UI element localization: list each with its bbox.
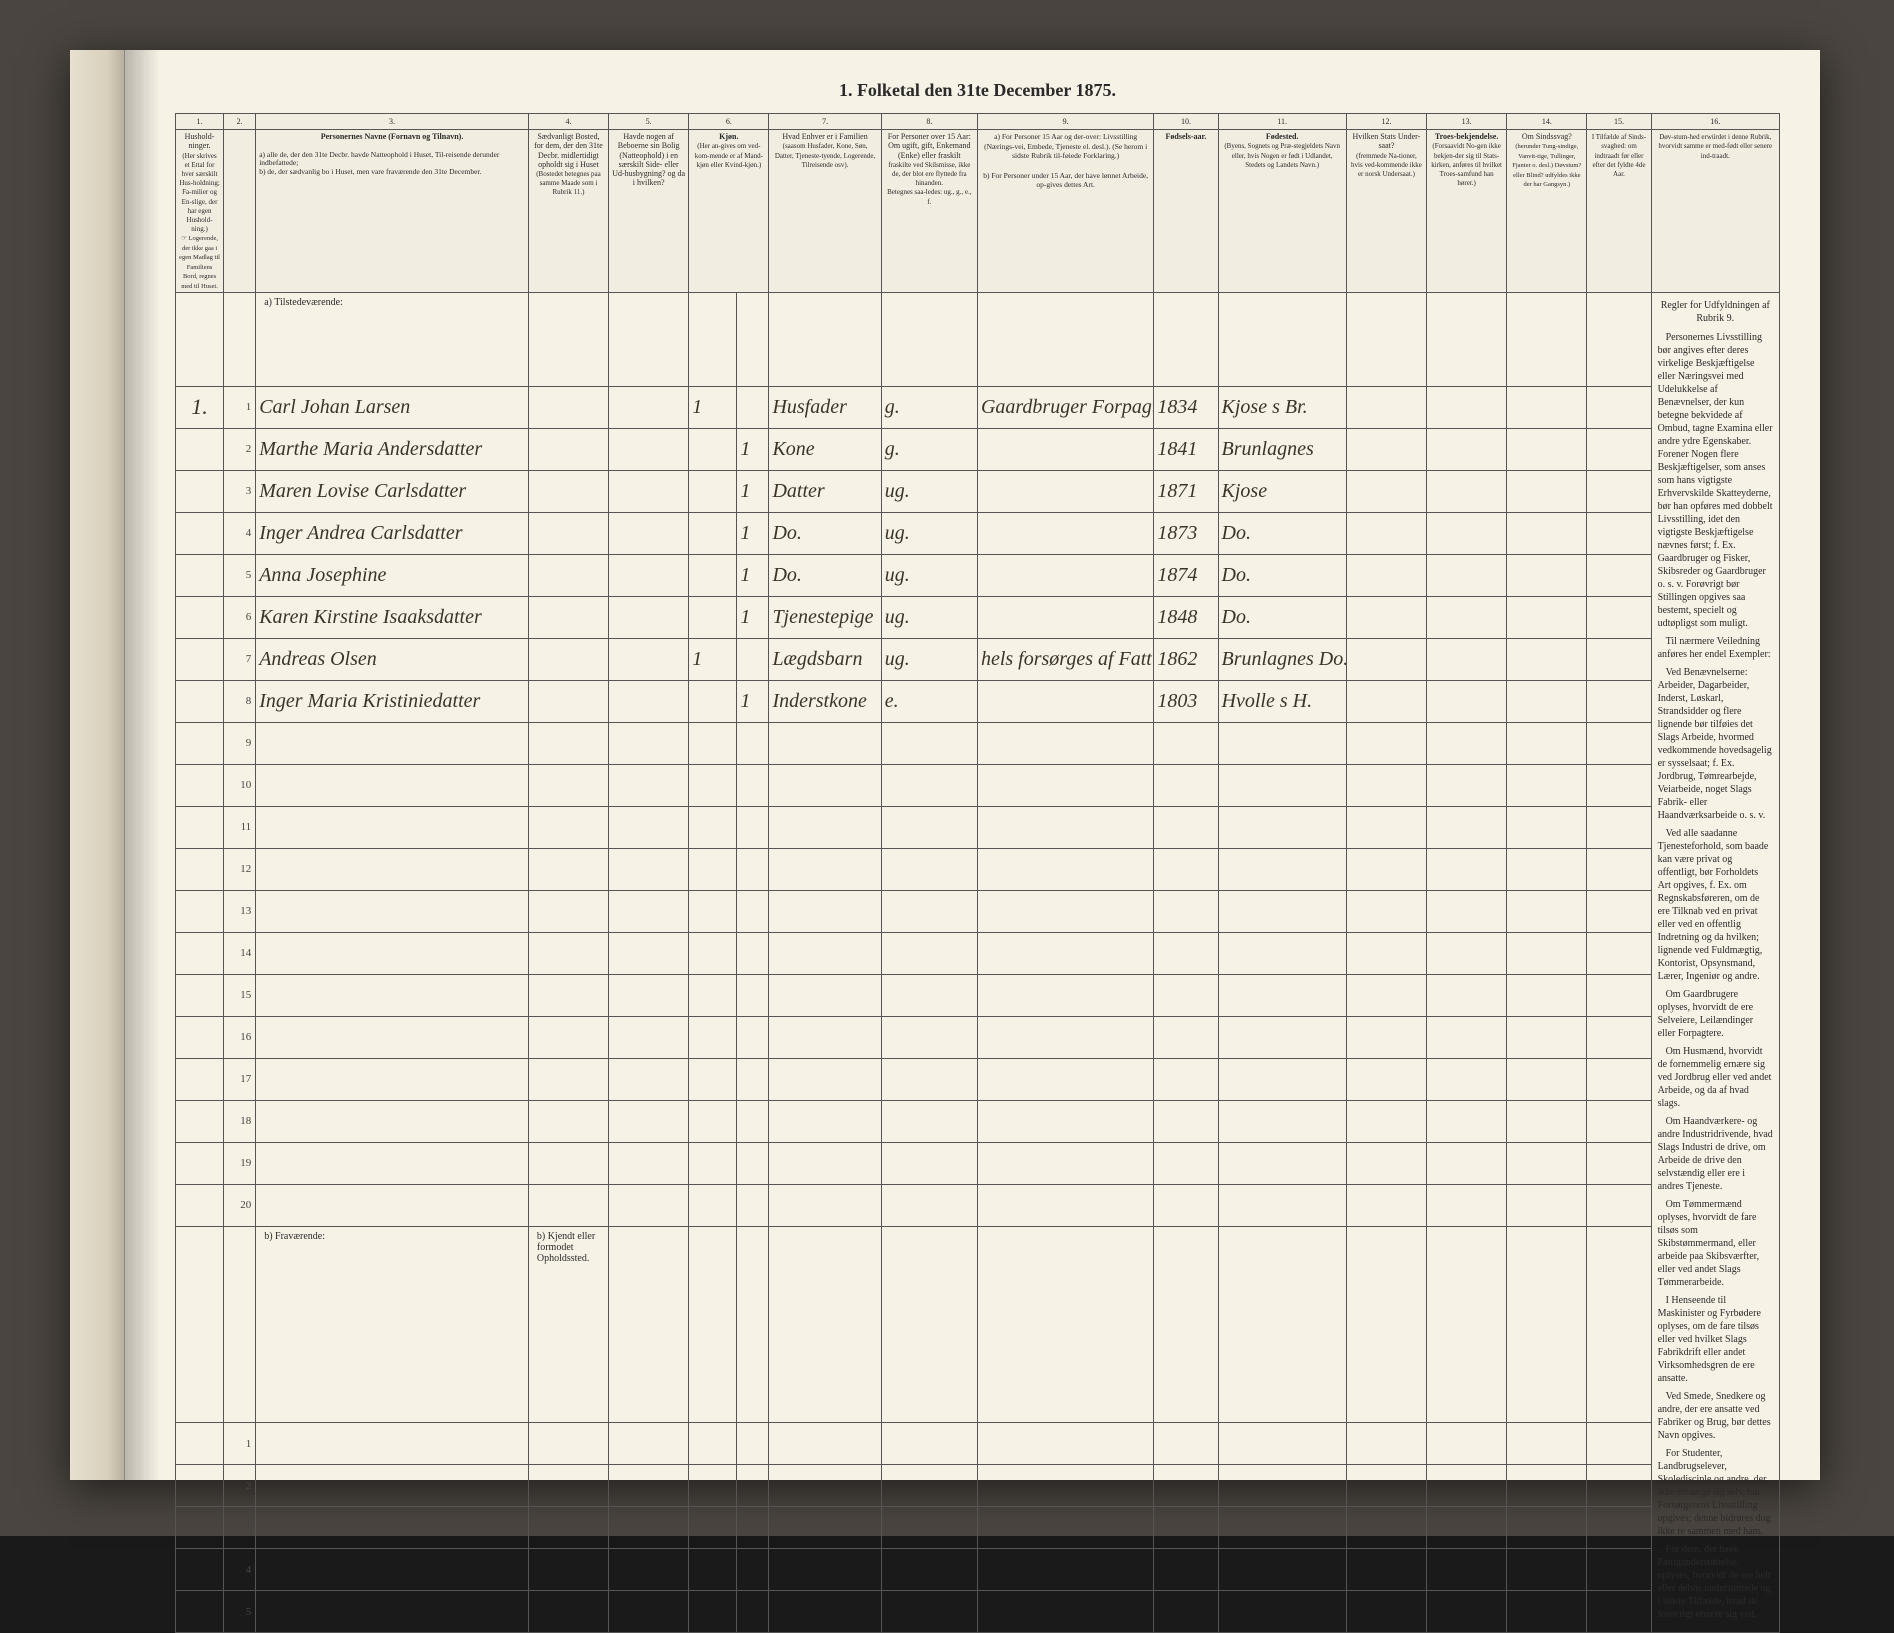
table-row: 20 bbox=[176, 1184, 1780, 1226]
table-row: 2Marthe Maria Andersdatter1Koneg.1841Bru… bbox=[176, 428, 1780, 470]
table-row: 13 bbox=[176, 890, 1780, 932]
table-row: 14 bbox=[176, 932, 1780, 974]
rules-column: Regler for Udfyldningen af Rubrik 9.Pers… bbox=[1651, 293, 1779, 1633]
spine-shadow bbox=[125, 50, 160, 1480]
census-table: 1.2.3.4.5.6.7.8.9.10.11.12.13.14.15.16. … bbox=[175, 113, 1780, 1633]
table-row: 18 bbox=[176, 1100, 1780, 1142]
table-row: 4Inger Andrea Carlsdatter1Do.ug.1873Do. bbox=[176, 512, 1780, 554]
section-absent: b) Fraværende:b) Kjendt eller formodet O… bbox=[176, 1226, 1780, 1422]
table-row: 10 bbox=[176, 764, 1780, 806]
open-book: 1. Folketal den 31te December 1875. 1.2.… bbox=[70, 50, 1820, 1480]
page-title: 1. Folketal den 31te December 1875. bbox=[175, 80, 1780, 101]
table-row: 6Karen Kirstine Isaaksdatter1Tjenestepig… bbox=[176, 596, 1780, 638]
table-row: 1 bbox=[176, 1423, 1780, 1465]
left-page-edge bbox=[70, 50, 125, 1480]
column-number-row: 1.2.3.4.5.6.7.8.9.10.11.12.13.14.15.16. bbox=[176, 114, 1780, 130]
census-page: 1. Folketal den 31te December 1875. 1.2.… bbox=[125, 50, 1820, 1480]
table-row: 15 bbox=[176, 974, 1780, 1016]
table-row: 5Anna Josephine1Do.ug.1874Do. bbox=[176, 554, 1780, 596]
section-present: a) Tilstedeværende:Regler for Udfyldning… bbox=[176, 293, 1780, 387]
table-body: a) Tilstedeværende:Regler for Udfyldning… bbox=[176, 293, 1780, 1633]
table-row: 1.1Carl Johan Larsen1Husfaderg.Gaardbrug… bbox=[176, 386, 1780, 428]
table-row: 3Maren Lovise Carlsdatter1Datterug.1871K… bbox=[176, 470, 1780, 512]
table-row: 9 bbox=[176, 722, 1780, 764]
table-row: 5 bbox=[176, 1591, 1780, 1633]
table-row: 16 bbox=[176, 1016, 1780, 1058]
table-row: 17 bbox=[176, 1058, 1780, 1100]
table-row: 3 bbox=[176, 1507, 1780, 1549]
table-row: 8Inger Maria Kristiniedatter1Inderstkone… bbox=[176, 680, 1780, 722]
table-row: 19 bbox=[176, 1142, 1780, 1184]
table-row: 2 bbox=[176, 1465, 1780, 1507]
column-header-row: Hushold-ninger.(Her skrives et Ettal for… bbox=[176, 130, 1780, 293]
table-row: 12 bbox=[176, 848, 1780, 890]
table-row: 4 bbox=[176, 1549, 1780, 1591]
table-row: 7Andreas Olsen1Lægdsbarnug.hels forsørge… bbox=[176, 638, 1780, 680]
table-row: 11 bbox=[176, 806, 1780, 848]
desk-background: 1. Folketal den 31te December 1875. 1.2.… bbox=[0, 0, 1894, 1536]
